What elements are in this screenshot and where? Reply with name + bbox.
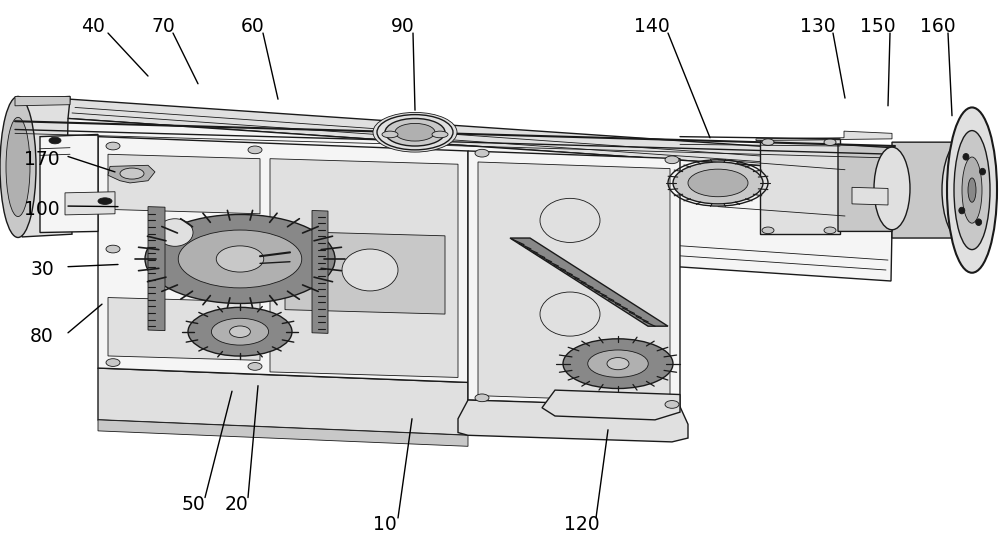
Ellipse shape	[106, 245, 120, 253]
Ellipse shape	[432, 131, 448, 138]
Ellipse shape	[588, 350, 648, 377]
Ellipse shape	[563, 339, 673, 388]
Ellipse shape	[120, 168, 144, 179]
Polygon shape	[838, 144, 892, 231]
Text: 40: 40	[81, 17, 105, 36]
Ellipse shape	[382, 131, 398, 138]
Ellipse shape	[106, 142, 120, 150]
Text: 30: 30	[30, 261, 54, 279]
Polygon shape	[108, 154, 260, 214]
Ellipse shape	[540, 198, 600, 242]
Ellipse shape	[607, 358, 629, 370]
Ellipse shape	[762, 227, 774, 234]
Ellipse shape	[106, 359, 120, 366]
Ellipse shape	[248, 363, 262, 370]
Polygon shape	[468, 151, 680, 408]
Polygon shape	[108, 298, 260, 360]
Polygon shape	[68, 99, 895, 175]
Polygon shape	[108, 165, 155, 183]
Polygon shape	[312, 210, 328, 333]
Ellipse shape	[963, 154, 969, 160]
Ellipse shape	[947, 107, 997, 273]
Text: 130: 130	[800, 17, 836, 36]
Ellipse shape	[211, 318, 269, 345]
Ellipse shape	[248, 249, 262, 257]
Ellipse shape	[395, 123, 435, 141]
Ellipse shape	[942, 141, 982, 240]
Polygon shape	[66, 118, 893, 281]
Polygon shape	[40, 134, 98, 233]
Polygon shape	[65, 192, 115, 215]
Ellipse shape	[540, 292, 600, 336]
Polygon shape	[15, 96, 70, 106]
Polygon shape	[20, 96, 72, 237]
Polygon shape	[458, 400, 688, 442]
Ellipse shape	[824, 139, 836, 145]
Ellipse shape	[475, 394, 489, 402]
Text: 20: 20	[225, 495, 249, 514]
Polygon shape	[760, 139, 840, 234]
Ellipse shape	[980, 168, 986, 175]
Polygon shape	[270, 159, 458, 377]
Ellipse shape	[248, 146, 262, 154]
Ellipse shape	[385, 118, 445, 146]
Text: 50: 50	[181, 495, 205, 514]
Ellipse shape	[824, 227, 836, 234]
Text: 90: 90	[391, 17, 415, 36]
Ellipse shape	[475, 149, 489, 157]
Ellipse shape	[665, 156, 679, 164]
Ellipse shape	[665, 401, 679, 408]
Ellipse shape	[188, 307, 292, 356]
Text: 170: 170	[24, 150, 60, 169]
Polygon shape	[542, 390, 680, 420]
Ellipse shape	[962, 157, 982, 223]
Polygon shape	[98, 420, 468, 446]
Ellipse shape	[0, 96, 36, 237]
Ellipse shape	[6, 117, 30, 217]
Text: 140: 140	[634, 17, 670, 36]
Polygon shape	[510, 238, 668, 326]
Polygon shape	[148, 207, 165, 331]
Ellipse shape	[673, 162, 763, 204]
Ellipse shape	[688, 169, 748, 197]
Ellipse shape	[342, 249, 398, 291]
Ellipse shape	[178, 230, 302, 288]
Polygon shape	[756, 131, 892, 141]
Ellipse shape	[230, 326, 250, 337]
Ellipse shape	[954, 131, 990, 250]
Text: 150: 150	[860, 17, 896, 36]
Ellipse shape	[49, 137, 61, 144]
Ellipse shape	[762, 139, 774, 145]
Ellipse shape	[145, 214, 335, 304]
Polygon shape	[892, 142, 962, 238]
Text: 70: 70	[151, 17, 175, 36]
Polygon shape	[852, 187, 888, 205]
Polygon shape	[98, 137, 468, 382]
Text: 60: 60	[241, 17, 265, 36]
Ellipse shape	[874, 147, 910, 230]
Text: 10: 10	[373, 515, 397, 534]
Text: 80: 80	[30, 327, 54, 345]
Text: 120: 120	[564, 515, 600, 534]
Ellipse shape	[959, 207, 965, 214]
Polygon shape	[98, 368, 468, 435]
Ellipse shape	[976, 219, 982, 225]
Ellipse shape	[216, 246, 264, 272]
Ellipse shape	[157, 219, 193, 246]
Ellipse shape	[98, 198, 112, 204]
Ellipse shape	[373, 112, 457, 152]
Polygon shape	[285, 231, 445, 314]
Text: 100: 100	[24, 200, 60, 219]
Text: 160: 160	[920, 17, 956, 36]
Polygon shape	[478, 162, 670, 402]
Ellipse shape	[968, 178, 976, 202]
